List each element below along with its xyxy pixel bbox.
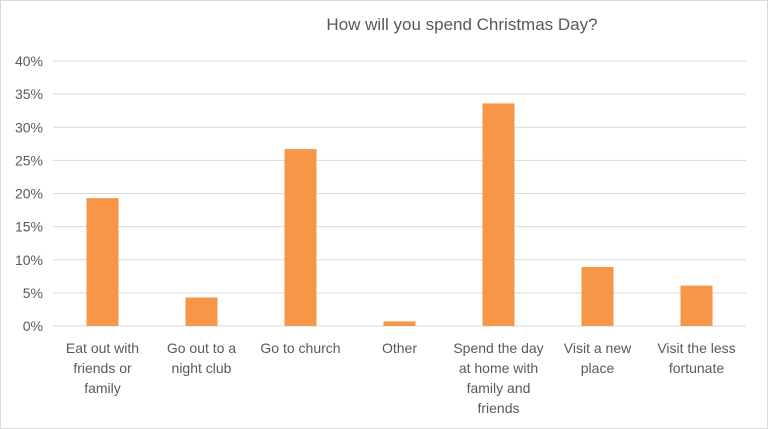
x-category-label: Visit the less fortunate xyxy=(657,340,735,376)
y-tick-label: 30% xyxy=(15,119,43,135)
bar xyxy=(284,149,317,326)
x-category-label: Spend the day at home with family and frien… xyxy=(453,340,543,416)
x-category-label: Eat out with friends or family xyxy=(66,340,139,396)
bar xyxy=(86,198,119,326)
y-tick-label: 40% xyxy=(15,53,43,69)
bar xyxy=(581,267,614,326)
y-tick-label: 5% xyxy=(23,285,43,301)
bar xyxy=(680,285,713,326)
y-tick-label: 15% xyxy=(15,219,43,235)
bar xyxy=(482,103,515,327)
y-tick-label: 20% xyxy=(15,186,43,202)
y-tick-label: 25% xyxy=(15,152,43,168)
bar xyxy=(185,297,218,326)
x-category-label: Go out to a night club xyxy=(167,340,236,376)
y-tick-label: 35% xyxy=(15,86,43,102)
x-category-label: Other xyxy=(382,340,417,356)
y-tick-label: 0% xyxy=(23,318,43,334)
bar xyxy=(383,321,416,326)
y-tick-label: 10% xyxy=(15,252,43,268)
x-category-label: Go to church xyxy=(260,340,340,356)
chart-title: How will you spend Christmas Day? xyxy=(326,15,598,34)
x-category-label: Visit a new place xyxy=(564,340,632,376)
